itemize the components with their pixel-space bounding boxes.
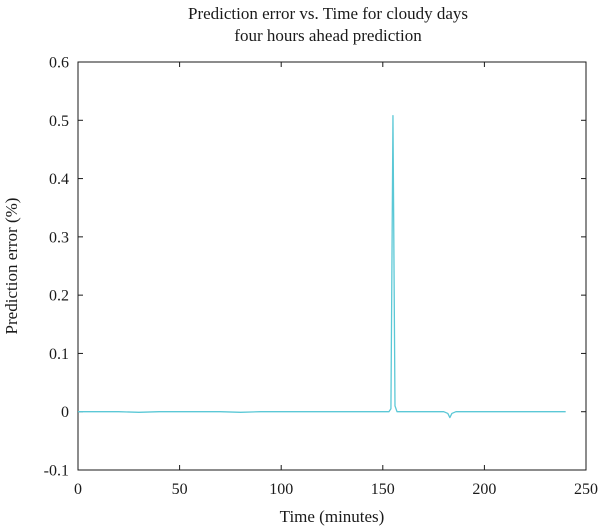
x-tick-label: 50 <box>172 481 188 498</box>
y-tick-label: 0 <box>61 404 69 421</box>
y-tick-label: -0.1 <box>44 463 69 480</box>
y-tick-label: 0.1 <box>49 346 69 363</box>
plot-area-frame <box>77 61 587 471</box>
chart-title-line-2: four hours ahead prediction <box>234 26 422 45</box>
y-tick-label: 0.3 <box>49 229 69 246</box>
chart-title-line-1: Prediction error vs. Time for cloudy day… <box>188 4 468 23</box>
y-axis-ticks: -0.1 0 0.1 0.2 0.3 0.4 0.5 0.6 <box>44 55 586 480</box>
series-layer <box>78 114 566 419</box>
series-line-0 <box>78 114 566 419</box>
y-axis-label: Prediction error (%) <box>2 198 21 335</box>
x-tick-label: 200 <box>472 481 496 498</box>
x-axis-label: Time (minutes) <box>280 507 385 526</box>
x-tick-label: 0 <box>74 481 82 498</box>
x-axis-ticks: 0 50 100 150 200 250 <box>74 62 598 498</box>
y-tick-label: 0.5 <box>49 113 69 130</box>
x-tick-label: 250 <box>574 481 598 498</box>
x-tick-label: 100 <box>269 481 293 498</box>
y-tick-label: 0.4 <box>49 171 69 188</box>
y-tick-label: 0.2 <box>49 288 69 305</box>
x-tick-label: 150 <box>371 481 395 498</box>
y-tick-label: 0.6 <box>49 55 69 72</box>
